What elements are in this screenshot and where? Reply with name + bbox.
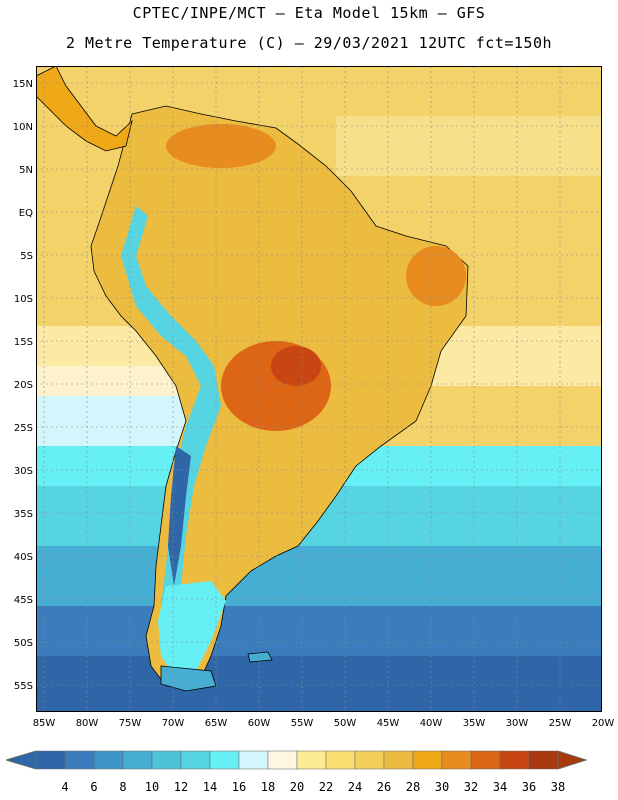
lat-label: 15S: [14, 337, 33, 348]
lon-label: 75W: [119, 718, 142, 729]
legend-label: 12: [174, 780, 188, 794]
legend-swatch: [499, 750, 530, 770]
legend-label: 20: [290, 780, 304, 794]
legend-swatches: [6, 750, 588, 770]
lon-label: 85W: [33, 718, 56, 729]
lon-label: 20W: [592, 718, 615, 729]
lat-label: EQ: [19, 208, 33, 219]
lon-label: 40W: [420, 718, 443, 729]
lon-label: 25W: [549, 718, 572, 729]
lat-label: 5N: [19, 165, 33, 176]
ocean-band-4: [36, 656, 602, 712]
legend-arrow-low: [6, 750, 37, 770]
legend-label: 38: [551, 780, 565, 794]
legend-label: 18: [261, 780, 275, 794]
chart-title: CPTEC/INPE/MCT – Eta Model 15km – GFS: [132, 4, 486, 22]
ocean-band-warm-north: [336, 116, 602, 176]
central-america-landmass: [36, 66, 133, 152]
legend-swatch: [180, 750, 211, 770]
legend-labels: 4 6 8 10 12 14 16 18 20 22 24 26 28 30 32 34 36 38: [61, 780, 565, 794]
legend-swatch: [354, 750, 385, 770]
latitude-labels: 15N 10N 5N EQ 5S 10S 15S 20S 25S 30S 35S 40S 45S 50S 5…: [13, 79, 33, 692]
lon-label: 80W: [76, 718, 99, 729]
hot-region-venezuela: [166, 124, 276, 168]
chart-subtitle: 2 Metre Temperature (C) – 29/03/2021 12U…: [65, 34, 553, 52]
legend-swatch: [528, 750, 559, 770]
lon-label: 70W: [162, 718, 185, 729]
lat-label: 5S: [20, 251, 33, 262]
legend-label: 32: [464, 780, 478, 794]
legend-label: 10: [145, 780, 159, 794]
legend-label: 36: [522, 780, 536, 794]
legend-label: 6: [90, 780, 97, 794]
lon-label: 50W: [334, 718, 357, 729]
legend-swatch: [470, 750, 501, 770]
legend-swatch: [296, 750, 327, 770]
legend-swatch: [441, 750, 472, 770]
legend-swatch: [383, 750, 414, 770]
legend-swatch: [238, 750, 269, 770]
lon-label: 30W: [506, 718, 529, 729]
lat-label: 55S: [14, 681, 33, 692]
legend-label: 14: [203, 780, 217, 794]
legend-label: 8: [119, 780, 126, 794]
legend-swatch: [122, 750, 153, 770]
lat-label: 30S: [14, 466, 33, 477]
legend-label: 26: [377, 780, 391, 794]
legend-swatch: [267, 750, 298, 770]
hot-region-northeast: [406, 246, 466, 306]
falkland-islands: [247, 651, 273, 663]
legend-label: 34: [493, 780, 507, 794]
legend-arrow-high: [557, 750, 588, 770]
legend-label: 30: [435, 780, 449, 794]
ocean-band-18: [36, 396, 186, 446]
lat-label: 45S: [14, 595, 33, 606]
legend-swatch: [64, 750, 95, 770]
lat-label: 15N: [13, 79, 33, 90]
lat-lon-grid: [36, 66, 602, 712]
legend-swatch: [35, 750, 66, 770]
lon-label: 55W: [291, 718, 314, 729]
hot-region-mato-grosso: [271, 346, 321, 386]
lat-label: 40S: [14, 552, 33, 563]
lon-label: 60W: [248, 718, 271, 729]
legend-label: 24: [348, 780, 362, 794]
patagonia-cool: [158, 581, 226, 678]
lon-label: 35W: [463, 718, 486, 729]
lat-label: 10N: [13, 122, 33, 133]
legend-label: 28: [406, 780, 420, 794]
andes-cool-strip: [121, 206, 221, 626]
legend-label: 4: [61, 780, 68, 794]
legend-swatch: [325, 750, 356, 770]
longitude-labels: 85W 80W 75W 70W 65W 60W 55W 50W 45W 40W 35W 30W 25W 2…: [33, 718, 615, 729]
lat-label: 20S: [14, 380, 33, 391]
lat-label: 35S: [14, 509, 33, 520]
color-legend: 4 6 8 10 12 14 16 18 20 22 24 26 28 30 32 34 36 38: [6, 750, 588, 794]
legend-swatch: [209, 750, 240, 770]
lon-label: 65W: [205, 718, 228, 729]
legend-label: 16: [232, 780, 246, 794]
lon-label: 45W: [377, 718, 400, 729]
lat-label: 50S: [14, 638, 33, 649]
legend-label: 22: [319, 780, 333, 794]
lat-label: 10S: [14, 294, 33, 305]
legend-swatch: [151, 750, 182, 770]
lat-label: 25S: [14, 423, 33, 434]
legend-swatch: [412, 750, 443, 770]
legend-swatch: [93, 750, 124, 770]
temperature-map: [36, 66, 602, 712]
andes-cold-core: [168, 446, 191, 586]
